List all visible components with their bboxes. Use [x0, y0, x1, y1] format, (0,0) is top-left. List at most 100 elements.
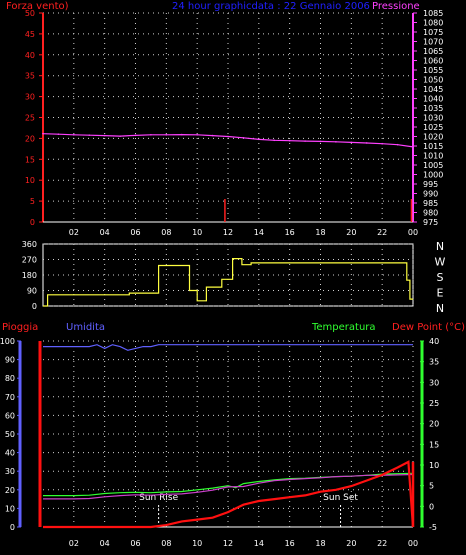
bot-right-tick-label-40: 40 [429, 337, 439, 346]
top-hour-tick-12: 12 [223, 228, 233, 237]
top-left-tick-label-45: 45 [25, 30, 35, 39]
header-left-label: Forza vento) [6, 1, 69, 12]
header-right-label: Pressione [372, 1, 420, 12]
mid-tick-label-0: 0 [32, 302, 37, 311]
pressure-point [412, 146, 414, 148]
top-hour-tick-06: 06 [130, 228, 140, 237]
pressure-point [350, 141, 353, 144]
pressure-point [304, 140, 306, 142]
bot-right-tick-label-35: 35 [429, 358, 439, 367]
top-right-tick-label-1040: 1040 [423, 95, 443, 104]
bot-hour-tick-12: 12 [223, 539, 233, 548]
bot-left-tick-label-10: 10 [5, 504, 15, 513]
pressure-point [103, 134, 106, 137]
bot-left-tick-label-50: 50 [5, 430, 15, 439]
top-right-tick-label-1045: 1045 [423, 85, 443, 94]
pressure-point [196, 133, 198, 136]
top-right-tick-label-1025: 1025 [423, 123, 443, 132]
top-right-tick-label-1010: 1010 [423, 152, 443, 161]
sun-annotation-0: Sun Rise [139, 493, 178, 503]
top-left-tick-label-10: 10 [25, 176, 35, 185]
bot-hour-tick-08: 08 [161, 539, 171, 548]
pressure-point [180, 133, 183, 136]
pressure-point [288, 139, 291, 142]
rain-label: Pioggia [2, 322, 38, 333]
top-right-tick-label-1015: 1015 [423, 142, 443, 151]
pressure-point [319, 140, 322, 143]
top-right-tick-label-1000: 1000 [423, 171, 443, 180]
top-right-tick-label-1085: 1085 [423, 9, 443, 18]
top-left-tick-label-0: 0 [30, 218, 35, 227]
top-right-tick-label-980: 980 [423, 209, 438, 218]
top-right-tick-label-1020: 1020 [423, 133, 443, 142]
umidita-series-line [43, 344, 413, 351]
top-right-tick-label-975: 975 [423, 218, 438, 227]
bot-right-tick-label-10: 10 [429, 461, 439, 470]
pressure-point [335, 141, 337, 143]
top-hour-tick-10: 10 [192, 228, 202, 237]
pressure-point [211, 134, 214, 137]
pressure-point [381, 142, 383, 145]
mid-tick-label-90: 90 [27, 287, 37, 296]
bot-left-tick-label-0: 0 [10, 523, 15, 532]
pressure-point [273, 139, 276, 142]
bot-left-tick-label-100: 100 [0, 337, 15, 346]
top-right-tick-label-1070: 1070 [423, 38, 443, 47]
pressure-point [57, 133, 60, 136]
top-right-tick-label-1055: 1055 [423, 66, 443, 75]
bot-hour-tick-18: 18 [315, 539, 325, 548]
bot-hour-tick-06: 06 [130, 539, 140, 548]
pressure-point [258, 138, 260, 141]
bot-left-tick-label-20: 20 [5, 486, 15, 495]
pressure-point [242, 137, 245, 139]
compass-label-W-1: W [435, 256, 446, 269]
bot-right-tick-label-20: 20 [429, 420, 439, 429]
temperature-label: Temperatura [311, 322, 376, 333]
top-hour-tick-14: 14 [254, 228, 264, 237]
top-right-tick-label-1080: 1080 [423, 19, 443, 28]
mid-tick-label-180: 180 [22, 271, 37, 280]
bot-left-tick-label-70: 70 [5, 393, 15, 402]
bot-hour-tick-14: 14 [254, 539, 264, 548]
top-left-tick-label-40: 40 [25, 51, 35, 60]
sun-annotation-1: Sun Set [323, 493, 358, 503]
pressure-point [396, 143, 399, 146]
header-title: 24 hour graphicdata : 22 Gennaio 2006 [172, 1, 370, 12]
top-hour-tick-04: 04 [100, 228, 110, 237]
pressure-point [150, 133, 152, 136]
bot-hour-tick-22: 22 [377, 539, 387, 548]
top-left-tick-label-15: 15 [25, 155, 35, 164]
bot-left-tick-label-80: 80 [5, 374, 15, 383]
pioggia-series-line [43, 460, 415, 529]
mid-tick-label-360: 360 [22, 240, 37, 249]
pressure-point [88, 134, 91, 136]
bot-right-tick-label-25: 25 [429, 399, 439, 408]
top-right-tick-label-1075: 1075 [423, 28, 443, 37]
top-right-tick-label-1065: 1065 [423, 47, 443, 56]
top-hour-tick-02: 02 [69, 228, 79, 237]
bot-hour-tick-16: 16 [285, 539, 295, 548]
top-right-tick-label-1035: 1035 [423, 104, 443, 113]
top-hour-tick-22: 22 [377, 228, 387, 237]
bot-hour-tick-04: 04 [100, 539, 110, 548]
bot-hour-tick-20: 20 [346, 539, 356, 548]
top-left-tick-label-20: 20 [25, 134, 35, 143]
bot-hour-tick-00: 00 [408, 539, 418, 548]
top-left-tick-label-35: 35 [25, 72, 35, 81]
top-hour-tick-08: 08 [161, 228, 171, 237]
pressure-point [365, 142, 368, 144]
top-left-tick-label-30: 30 [25, 93, 35, 102]
bot-right-tick-label-15: 15 [429, 440, 439, 449]
top-right-tick-label-1005: 1005 [423, 161, 443, 170]
top-right-tick-label-985: 985 [423, 199, 438, 208]
pressure-point [227, 135, 229, 138]
bot-hour-tick-10: 10 [192, 539, 202, 548]
pressure-point [165, 133, 168, 136]
wind-direction-line [43, 258, 413, 307]
top-right-tick-label-1050: 1050 [423, 76, 443, 85]
bot-left-tick-label-60: 60 [5, 411, 15, 420]
compass-label-N-4: N [436, 302, 444, 315]
top-hour-tick-20: 20 [346, 228, 356, 237]
bot-left-tick-label-90: 90 [5, 356, 15, 365]
